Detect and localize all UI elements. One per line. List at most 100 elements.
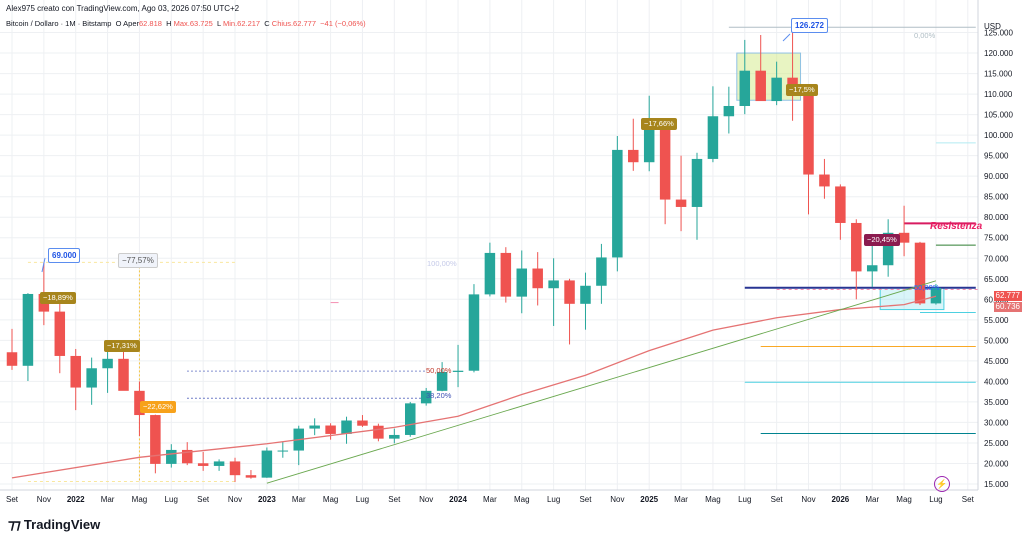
high-2025-label: 126.272 (791, 18, 828, 33)
candle-body (659, 125, 671, 200)
candle-body (707, 116, 719, 159)
candle-body (229, 461, 241, 476)
candle-body (357, 420, 368, 426)
candle-body (468, 294, 480, 371)
open-prefix: Aper (123, 19, 139, 28)
x-tick-label: Mar (865, 495, 879, 504)
x-tick-label: Mar (674, 495, 688, 504)
candle-body (405, 403, 416, 435)
candle-body (723, 105, 735, 117)
y-tick-label: 35.000 (984, 398, 1009, 407)
candle-body (596, 257, 607, 286)
candle-body (580, 285, 591, 304)
y-tick-label: 75.000 (984, 234, 1009, 243)
y-tick-label: 115.000 (984, 70, 1013, 79)
x-tick-label: 2024 (449, 495, 467, 504)
axis-currency: USD (984, 22, 1001, 31)
candlestick-series (6, 27, 942, 482)
high-2021-pointer (41, 257, 46, 273)
x-tick-label: Mag (705, 495, 721, 504)
change-badge: −20,45% (864, 234, 900, 246)
candle-body (70, 355, 81, 388)
open-label: O (115, 19, 122, 28)
candle-body (803, 95, 814, 175)
y-tick-label: 20.000 (984, 459, 1009, 468)
candle-body (564, 280, 575, 304)
x-tick-label: Set (962, 495, 975, 504)
y-tick-label: 105.000 (984, 111, 1013, 120)
candle-body (532, 268, 543, 289)
indicator-lines (11, 33, 937, 484)
candle-body (22, 293, 34, 366)
chart-grid (0, 0, 978, 490)
change-badge: −17,66% (641, 118, 677, 130)
high-2025-pointer (782, 33, 791, 42)
x-tick-label: Lug (547, 495, 560, 504)
high-value: Max.63.725 (173, 19, 213, 28)
x-tick-label: Lug (165, 495, 178, 504)
candle-body (930, 287, 942, 304)
candle-body (643, 125, 655, 163)
candle-body (866, 265, 878, 272)
high-label: H (166, 19, 172, 28)
candle-body (181, 449, 193, 464)
y-tick-label: 125.000 (984, 29, 1013, 38)
y-tick-label: 45.000 (984, 357, 1009, 366)
candle-body (628, 149, 639, 163)
y-tick-label: 110.000 (984, 90, 1013, 99)
x-tick-label: Mag (323, 495, 339, 504)
candle-body (261, 450, 273, 478)
candle-body (516, 268, 528, 297)
candle-body (150, 415, 161, 464)
x-tick-label: Nov (37, 495, 51, 504)
change-value: −41 (−0,06%) (320, 19, 366, 28)
x-tick-label: Set (6, 495, 19, 504)
candle-body (54, 311, 66, 356)
alert-lightning-icon[interactable]: ⚡ (934, 476, 950, 492)
chart-overlays (27, 26, 978, 483)
candle-body (213, 461, 225, 466)
candle-body (548, 280, 559, 289)
x-tick-label: Mag (132, 495, 148, 504)
x-tick-label: Mar (292, 495, 306, 504)
x-tick-label: Set (579, 495, 592, 504)
resistance-label: Resistenza (930, 221, 983, 232)
candle-body (325, 425, 336, 434)
x-tick-label: Set (197, 495, 210, 504)
y-tick-label: 15.000 (984, 480, 1009, 489)
fib-38-label: 38,20% (426, 391, 452, 400)
time-axis[interactable]: Set Nov 2022 Mar Mag Lug Set Nov 2023 Mar Mag Lug Se… (0, 489, 978, 504)
candle-body (452, 370, 464, 372)
high-2021-label: 69.000 (48, 248, 81, 263)
candle-body (102, 358, 113, 369)
y-tick-label: 80.000 (984, 213, 1009, 222)
fib-50-label-b: 50,00% (914, 283, 940, 292)
candle-body (118, 358, 129, 391)
tradingview-logo[interactable]: ⁊⁊ TradingView (8, 516, 100, 533)
close-value: Chius.62.777 (271, 19, 316, 28)
candle-body (835, 186, 846, 223)
x-tick-label: Lug (929, 495, 942, 504)
x-tick-label: Mar (483, 495, 497, 504)
y-tick-label: 120.000 (984, 49, 1013, 58)
x-tick-label: Nov (419, 495, 433, 504)
candle-body (436, 371, 448, 391)
candle-body (373, 425, 384, 439)
candle-body (309, 425, 320, 429)
tradingview-logo-icon: ⁊⁊ (8, 516, 21, 532)
candle-body (166, 449, 177, 464)
y-tick-label: 50.000 (984, 336, 1009, 345)
x-tick-label: 2025 (640, 495, 658, 504)
x-tick-label: Mag (896, 495, 912, 504)
candle-body (691, 158, 703, 207)
x-tick-label: Nov (801, 495, 815, 504)
x-tick-label: Nov (228, 495, 242, 504)
y-tick-label: 85.000 (984, 193, 1009, 202)
price-axis[interactable]: 15.000 20.000 25.000 30.000 35.000 40.000 45.0… (977, 0, 1013, 490)
candle-body (500, 252, 512, 297)
change-badge: −18,89% (40, 292, 76, 304)
candle-body (134, 390, 145, 416)
y-tick-label: 30.000 (984, 418, 1009, 427)
y-tick-label: 100.000 (984, 131, 1013, 140)
